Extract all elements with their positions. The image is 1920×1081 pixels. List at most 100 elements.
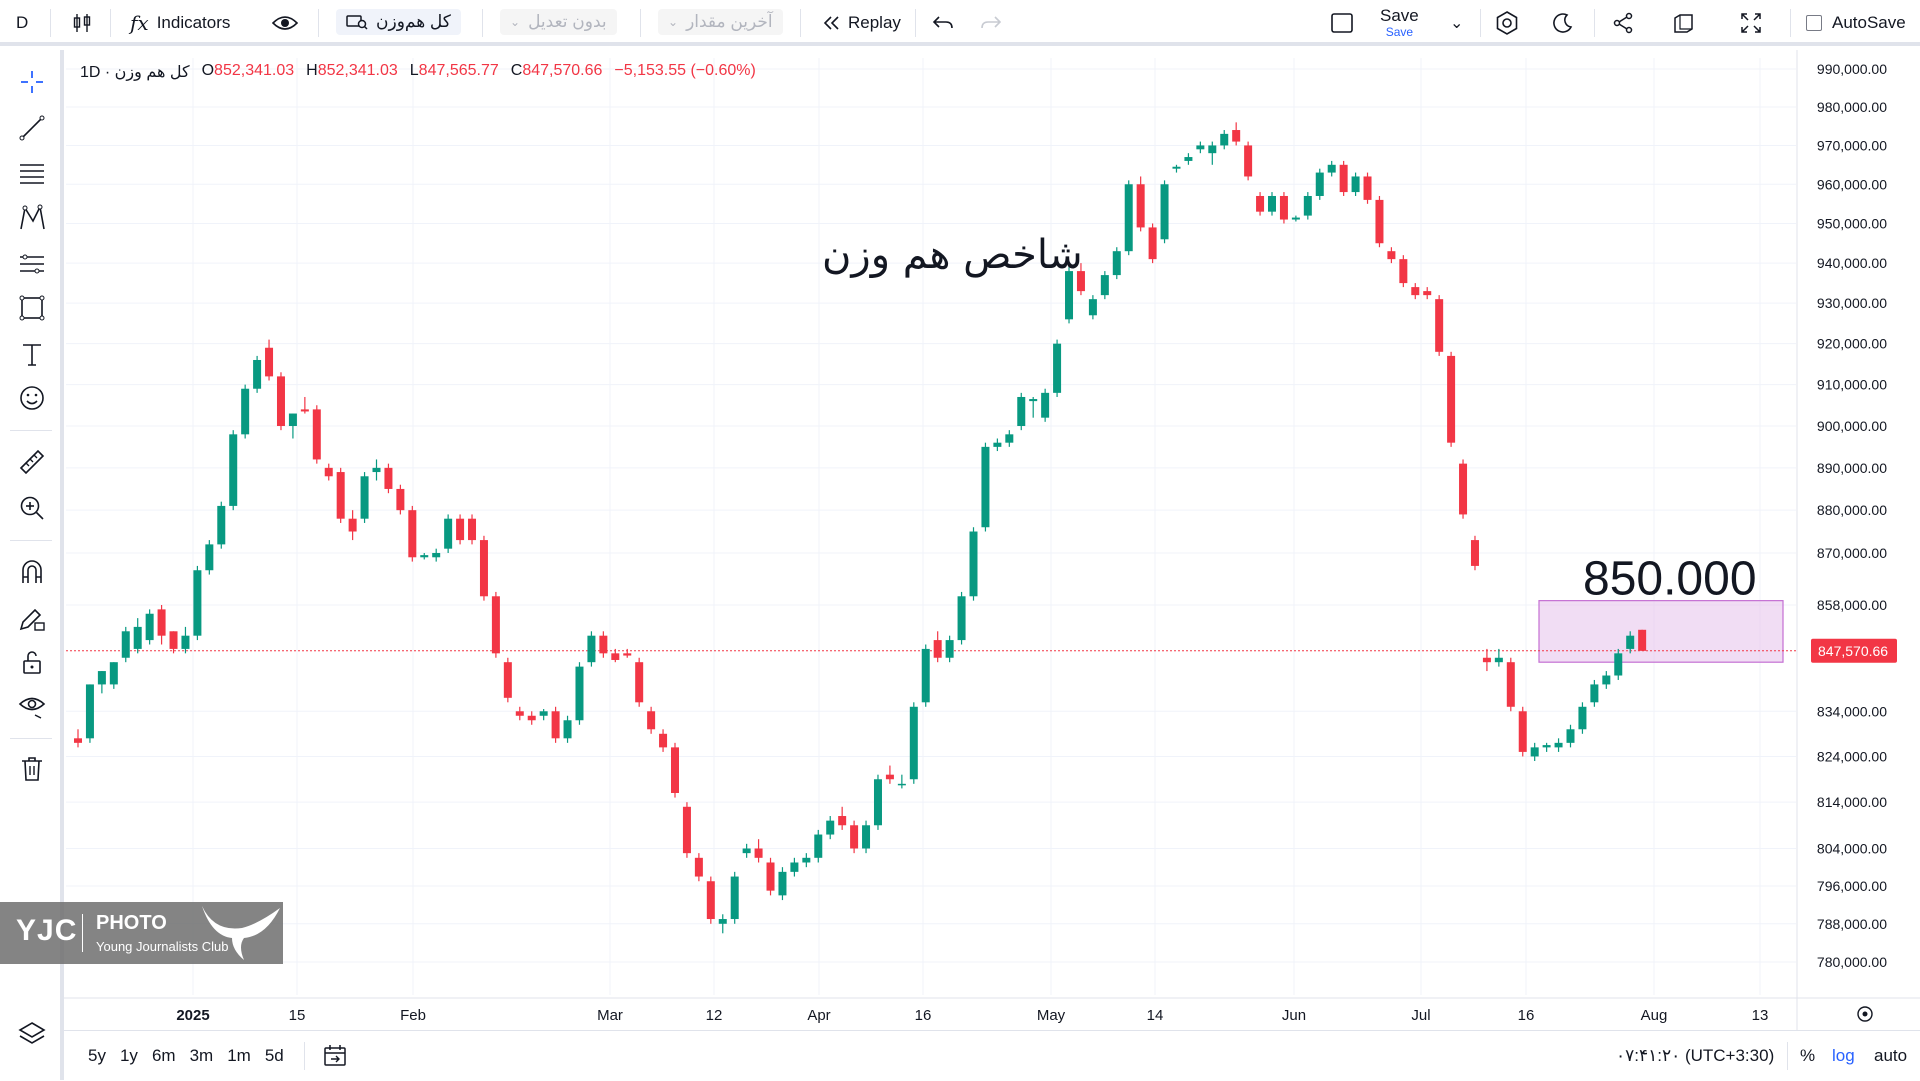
price-chart[interactable]: 780,000.00 788,000.00 796,000.00 804,000.00…: [0, 0, 1920, 1030]
candle: [981, 442, 990, 532]
magnet-tool[interactable]: [14, 554, 50, 590]
candle: [897, 774, 906, 789]
candle: [1447, 351, 1456, 447]
shape-tool[interactable]: [14, 290, 50, 326]
candle: [312, 405, 321, 464]
redo-button[interactable]: [980, 0, 1002, 46]
candle: [1399, 255, 1408, 288]
candle: [873, 774, 882, 830]
candle: [587, 631, 596, 667]
zoom-tool[interactable]: [14, 490, 50, 526]
pattern-tool[interactable]: [14, 200, 50, 236]
zoom-in-icon: [20, 496, 44, 520]
symbol-search-button[interactable]: کل هم‌وزن: [336, 9, 461, 35]
candle-body: [1076, 271, 1085, 292]
log-toggle[interactable]: log: [1832, 1031, 1855, 1081]
autosave-checkbox[interactable]: [1806, 15, 1822, 31]
timezone-button[interactable]: ۰۷:۴۱:۲۰ (UTC+3:30): [1616, 1031, 1774, 1081]
layout-button[interactable]: [1330, 0, 1354, 46]
last-value-label: آخرین مقدار: [686, 12, 773, 31]
candle-body: [420, 555, 429, 558]
candle-body: [1172, 166, 1181, 169]
candle: [682, 802, 691, 858]
candle: [1494, 648, 1503, 667]
price-tick-label: 960,000.00: [1817, 176, 1887, 192]
hide-tool[interactable]: [14, 688, 50, 724]
last-value-select[interactable]: ⌄ آخرین مقدار: [658, 9, 783, 35]
candle-body: [647, 711, 656, 730]
candle-body: [945, 640, 954, 658]
adjustment-select[interactable]: ⌄ بدون تعدیل: [500, 9, 617, 35]
candle-body: [1112, 251, 1121, 276]
candle: [1268, 192, 1276, 216]
settings-icon[interactable]: [1857, 1006, 1873, 1022]
candle-body: [503, 662, 512, 698]
save-button[interactable]: Save Save: [1380, 0, 1419, 46]
range-5d[interactable]: 5d: [264, 1046, 284, 1065]
candle-body: [527, 715, 536, 721]
candle-body: [1291, 217, 1300, 220]
candle: [1626, 631, 1635, 654]
prediction-tool[interactable]: [14, 246, 50, 282]
range-5y[interactable]: 5y: [88, 1046, 106, 1065]
autosave-toggle[interactable]: AutoSave: [1806, 0, 1906, 46]
candle: [814, 829, 823, 863]
toolbar-divider: [1790, 9, 1791, 37]
indicators-button[interactable]: fx Indicators: [130, 0, 230, 46]
time-tick-label: 16: [1518, 1007, 1535, 1024]
candle-body: [479, 540, 488, 597]
range-6m[interactable]: 6m: [151, 1046, 176, 1065]
text-tool[interactable]: [14, 336, 50, 372]
settings-button[interactable]: [1494, 0, 1520, 46]
range-1m[interactable]: 1m: [227, 1046, 251, 1065]
range-1y[interactable]: 1y: [119, 1046, 138, 1065]
chevron-down-icon: ⌄: [668, 15, 679, 29]
trend-line-icon: [19, 115, 45, 141]
save-menu-button[interactable]: ⌄: [1450, 0, 1463, 46]
lock-tool[interactable]: [14, 644, 50, 680]
candle-body: [193, 570, 202, 636]
auto-toggle[interactable]: auto: [1874, 1031, 1907, 1081]
price-axis: 780,000.00 788,000.00 796,000.00 804,000.00…: [1817, 61, 1887, 970]
candle-body: [1602, 675, 1611, 685]
candle: [1279, 192, 1288, 224]
candle-body: [1447, 355, 1456, 443]
measure-tool[interactable]: [14, 444, 50, 480]
calendar-arrow-icon: [324, 1045, 346, 1066]
candle: [1184, 153, 1193, 165]
watermark-line2: Young Journalists Club: [96, 939, 229, 954]
interval-button[interactable]: D: [16, 0, 28, 46]
change-value: −5,153.55 (−0.60%): [614, 62, 756, 79]
goto-date-button[interactable]: [322, 1031, 348, 1081]
candle: [778, 867, 787, 901]
replay-button[interactable]: Replay: [822, 0, 901, 46]
percent-toggle[interactable]: %: [1800, 1031, 1815, 1081]
drawing-mode-tool[interactable]: [14, 600, 50, 636]
chart-type-button[interactable]: [70, 0, 94, 46]
visibility-button[interactable]: [272, 0, 298, 46]
time-tick-label: 13: [1752, 1007, 1769, 1024]
candle-body: [121, 631, 130, 658]
fib-tool[interactable]: [14, 156, 50, 192]
remove-tool[interactable]: [14, 750, 50, 786]
undo-button[interactable]: [932, 0, 954, 46]
candle-body: [300, 409, 309, 412]
theme-button[interactable]: [1552, 0, 1574, 46]
time-tick-label: Mar: [597, 1007, 623, 1024]
candle: [503, 657, 512, 703]
candle-body: [1375, 199, 1384, 244]
share-button[interactable]: [1612, 0, 1634, 46]
snapshot-button[interactable]: [1672, 0, 1696, 46]
range-3m[interactable]: 3m: [189, 1046, 214, 1065]
fullscreen-button[interactable]: [1740, 0, 1762, 46]
watermark-line1: PHOTO: [96, 912, 167, 934]
candle-body: [611, 653, 620, 660]
trend-line-tool[interactable]: [14, 110, 50, 146]
crosshair-tool[interactable]: [14, 64, 50, 100]
price-tick-label: 940,000.00: [1817, 255, 1887, 271]
object-tree-button[interactable]: [14, 1016, 50, 1052]
open-value: O852,341.03: [202, 62, 295, 82]
candle: [1088, 295, 1097, 320]
candle-body: [1220, 133, 1229, 146]
emoji-tool[interactable]: [14, 380, 50, 416]
